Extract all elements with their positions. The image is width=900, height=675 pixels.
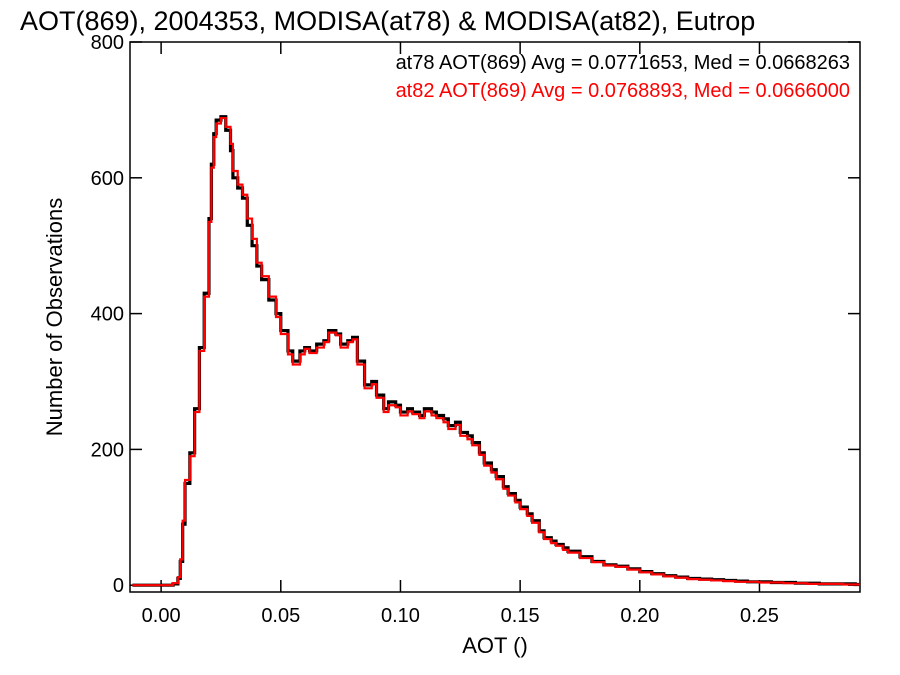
plot-frame [129, 41, 861, 593]
y-tick-label: 800 [91, 32, 124, 54]
x-axis-label: AOT () [462, 633, 528, 658]
x-tick-label: 0.10 [381, 605, 420, 627]
series-annotation-at78: at78 AOT(869) Avg = 0.0771653, Med = 0.0… [396, 52, 850, 74]
x-tick-label: 0.05 [261, 605, 300, 627]
y-tick-label: 400 [91, 304, 124, 326]
y-tick-label: 200 [91, 439, 124, 461]
x-tick-label: 0.00 [142, 605, 181, 627]
x-tick-label: 0.20 [620, 605, 659, 627]
y-tick-label: 0 [113, 575, 124, 597]
y-tick-label: 600 [91, 168, 124, 190]
y-axis-label: Number of Observations [42, 198, 67, 436]
axes: 0.00 0.05 0.10 0.15 0.20 0.25 0 200 400 600 800 [91, 32, 861, 627]
series-line-at82 [132, 116, 860, 587]
y-axis-ticks: 0 200 400 600 800 [91, 32, 860, 597]
chart-title: AOT(869), 2004353, MODISA(at78) & MODISA… [20, 6, 755, 36]
series-lines [132, 115, 860, 587]
x-tick-label: 0.15 [501, 605, 540, 627]
series-annotation-at82: at82 AOT(869) Avg = 0.0768893, Med = 0.0… [396, 80, 850, 102]
x-tick-label: 0.25 [740, 605, 779, 627]
x-axis-ticks: 0.00 0.05 0.10 0.15 0.20 0.25 [142, 42, 779, 627]
